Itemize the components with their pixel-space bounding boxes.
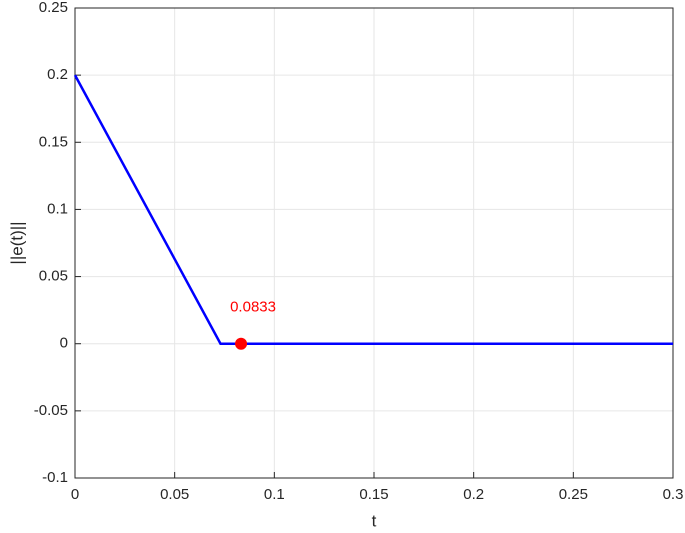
plot-frame bbox=[74, 7, 674, 479]
x-axis-label: t bbox=[372, 511, 377, 530]
x-tick-label: 0.05 bbox=[160, 486, 189, 503]
y-tick-label: 0.2 bbox=[47, 66, 68, 83]
x-tick-label: 0.25 bbox=[559, 486, 588, 503]
data-line bbox=[73, 74, 673, 345]
annotation-label: 0.0833 bbox=[230, 299, 276, 316]
y-tick-label: 0.1 bbox=[47, 200, 68, 217]
y-tick-label: 0.05 bbox=[39, 268, 68, 285]
annotation-point bbox=[235, 337, 248, 350]
x-tick-label: 0.1 bbox=[264, 486, 285, 503]
x-tick-label: 0 bbox=[71, 486, 79, 503]
y-tick-label: 0.25 bbox=[39, 0, 68, 16]
x-tick-label: 0.3 bbox=[663, 486, 684, 503]
y-tick-label: -0.1 bbox=[42, 469, 68, 486]
y-axis-label: ||e(t)|| bbox=[7, 221, 26, 264]
y-tick-label: -0.05 bbox=[34, 402, 68, 419]
x-tick-label: 0.2 bbox=[463, 486, 484, 503]
y-tick-label: 0.15 bbox=[39, 133, 68, 150]
y-tick-label: 0 bbox=[60, 335, 68, 352]
x-tick-label: 0.15 bbox=[359, 486, 388, 503]
